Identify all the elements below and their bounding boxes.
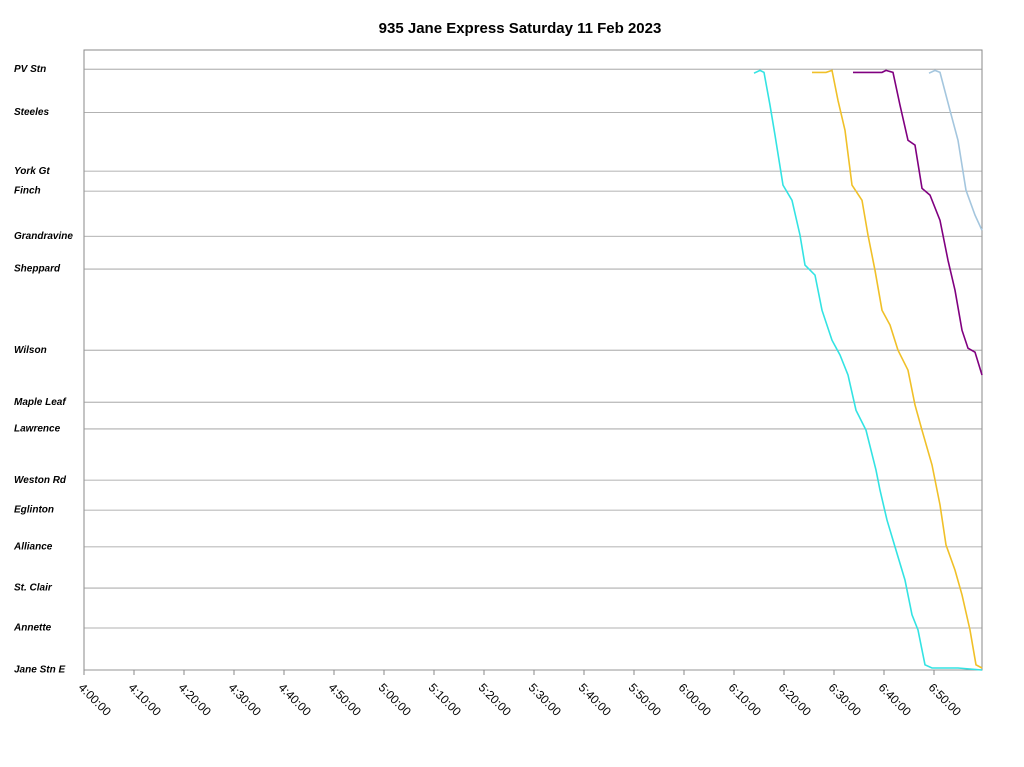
y-tick-label: Sheppard bbox=[14, 264, 61, 275]
x-tick-label: 4:10:00 bbox=[126, 680, 164, 718]
x-tick-label: 6:20:00 bbox=[776, 680, 814, 718]
x-tick-label: 4:50:00 bbox=[326, 680, 364, 718]
y-tick-label: Maple Leaf bbox=[14, 397, 67, 408]
y-tick-label: Weston Rd bbox=[14, 475, 67, 486]
x-tick-label: 5:20:00 bbox=[476, 680, 514, 718]
series-line bbox=[928, 69, 983, 231]
series-line bbox=[753, 69, 983, 671]
y-tick-label: Lawrence bbox=[14, 424, 61, 435]
x-tick-label: 6:00:00 bbox=[676, 680, 714, 718]
y-tick-label: Finch bbox=[14, 186, 41, 197]
x-tick-label: 6:10:00 bbox=[726, 680, 764, 718]
x-tick-label: 5:30:00 bbox=[526, 680, 564, 718]
y-tick-label: Wilson bbox=[14, 345, 47, 356]
x-tick-label: 5:10:00 bbox=[426, 680, 464, 718]
y-tick-label: Jane Stn E bbox=[14, 665, 65, 676]
x-tick-label: 5:40:00 bbox=[576, 680, 614, 718]
y-tick-label: Alliance bbox=[13, 542, 53, 553]
x-tick-label: 5:00:00 bbox=[376, 680, 414, 718]
x-tick-label: 6:40:00 bbox=[876, 680, 914, 718]
y-tick-label: York Gt bbox=[14, 166, 50, 177]
y-tick-label: Steeles bbox=[14, 107, 49, 118]
x-tick-label: 4:40:00 bbox=[276, 680, 314, 718]
series-line bbox=[853, 69, 983, 376]
x-tick-label: 4:00:00 bbox=[76, 680, 114, 718]
y-tick-label: Eglinton bbox=[14, 505, 54, 516]
chart-title: 935 Jane Express Saturday 11 Feb 2023 bbox=[379, 20, 662, 37]
x-tick-label: 6:50:00 bbox=[926, 680, 964, 718]
y-tick-label: Grandravine bbox=[14, 231, 73, 242]
y-tick-label: PV Stn bbox=[14, 64, 46, 75]
x-tick-label: 4:20:00 bbox=[176, 680, 214, 718]
x-tick-label: 5:50:00 bbox=[626, 680, 664, 718]
x-tick-label: 6:30:00 bbox=[826, 680, 864, 718]
y-tick-label: Annette bbox=[13, 623, 52, 634]
x-tick-label: 4:30:00 bbox=[226, 680, 264, 718]
series-line bbox=[812, 69, 983, 669]
y-tick-label: St. Clair bbox=[14, 583, 53, 594]
